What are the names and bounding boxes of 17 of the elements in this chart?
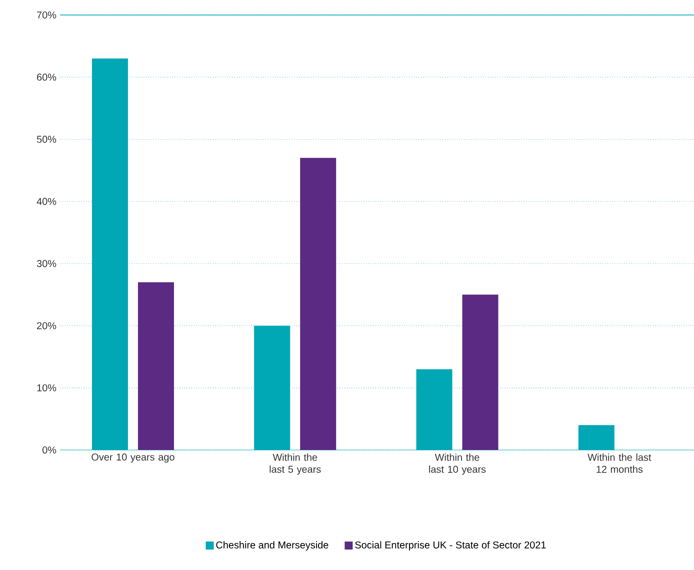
bar	[138, 282, 174, 450]
y-tick-label: 60%	[37, 74, 56, 81]
bar	[300, 158, 336, 450]
x-tick-label: Within the last 10 years	[429, 454, 486, 475]
y-tick-label: 70%	[37, 11, 56, 19]
x-tick-label: Within the last 12 months	[588, 454, 652, 473]
y-tick-label: 50%	[36, 136, 56, 143]
legend-label: Social Enterprise UK - State of Sector 2021	[355, 541, 546, 550]
x-tick-label: Over 10 years ago	[92, 454, 174, 463]
bar	[462, 294, 498, 450]
x-tick-label: Within the last 5 years	[270, 454, 321, 475]
y-tick-label: 30%	[36, 260, 56, 268]
legend-label: Cheshire and Merseyside	[216, 541, 328, 550]
y-tick-label: 0%	[42, 446, 56, 454]
y-tick-label: 20%	[37, 322, 56, 330]
y-tick-label: 10%	[37, 384, 56, 392]
y-tick-label: 40%	[36, 198, 56, 205]
